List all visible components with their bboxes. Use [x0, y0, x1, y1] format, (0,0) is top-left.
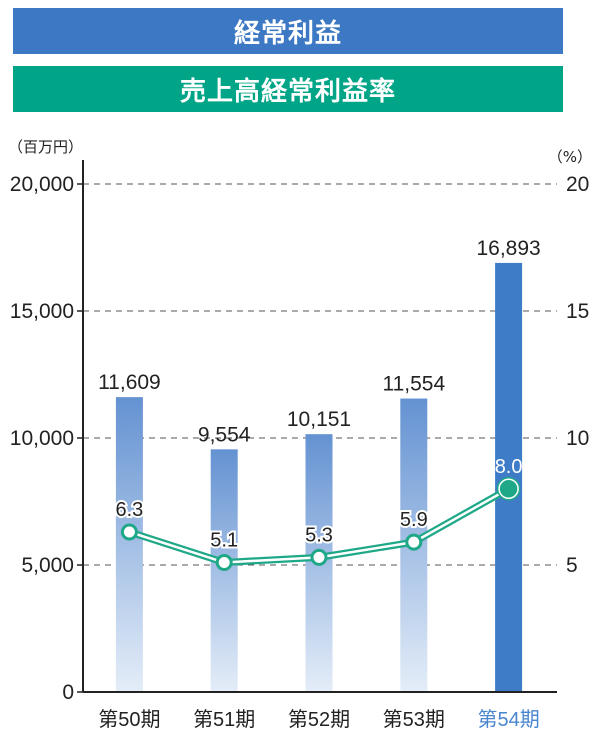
ratio-point [215, 553, 233, 571]
left-axis-tick-label: 5,000 [21, 554, 74, 577]
right-axis-tick-label: 20 [566, 173, 589, 196]
ratio-value-label: 5.1 [210, 529, 238, 551]
ratio-value-label: 5.9 [400, 509, 428, 531]
x-axis-category-label: 第52期 [288, 708, 350, 731]
right-axis-unit: （%） [547, 148, 592, 166]
x-axis-category-label: 第53期 [383, 708, 445, 731]
bar-value-label: 11,554 [382, 373, 445, 396]
x-axis-category-label: 第54期 [477, 708, 539, 731]
title-banner-primary: 経常利益 [13, 8, 563, 54]
x-axis-category-label: 第51期 [193, 708, 255, 731]
ratio-point-ring [496, 477, 521, 501]
ratio-value-label: 8.0 [495, 456, 523, 478]
bar [115, 397, 143, 692]
ratio-value-label: 6.3 [115, 499, 143, 521]
left-axis-unit: （百万円） [8, 138, 84, 156]
right-axis-tick-label: 5 [566, 554, 578, 577]
ratio-value-label: 5.3 [305, 524, 333, 546]
ratio-point [497, 477, 520, 501]
left-axis-tick-label: 15,000 [10, 300, 74, 323]
left-axis-tick-label: 0 [62, 681, 74, 704]
right-axis-tick-label: 10 [566, 427, 589, 450]
bar-value-label: 9,554 [198, 423, 251, 446]
ratio-point [405, 533, 423, 551]
ratio-point [120, 523, 138, 541]
ratio-point [310, 548, 328, 566]
bar-value-label: 16,893 [476, 237, 540, 260]
x-axis-category-label: 第50期 [98, 708, 160, 731]
title-banner-secondary: 売上高経常利益率 [13, 66, 563, 112]
bar-value-label: 10,151 [287, 408, 351, 431]
left-axis-tick-label: 10,000 [10, 427, 74, 450]
left-axis-tick-label: 20,000 [10, 173, 74, 196]
right-axis-tick-label: 15 [566, 300, 589, 323]
bar-value-label: 11,609 [98, 371, 161, 394]
